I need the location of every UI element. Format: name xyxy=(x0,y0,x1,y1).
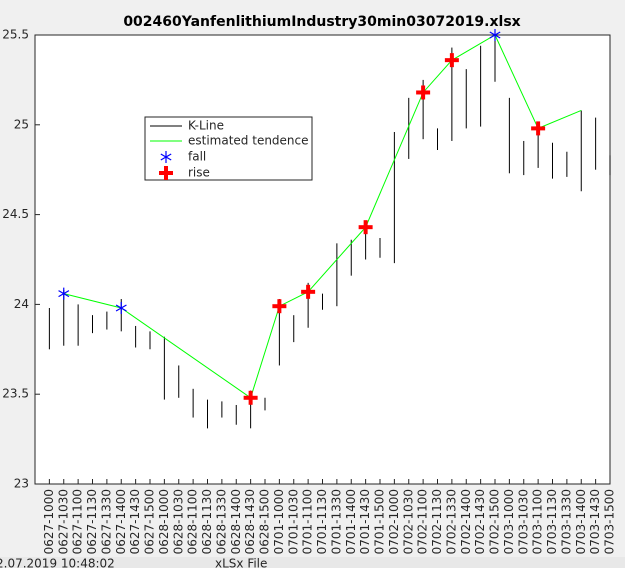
plus-marker xyxy=(416,85,431,100)
x-tick-label: 0628-1100 xyxy=(186,489,200,554)
x-tick-label: 0702-1000 xyxy=(387,489,401,554)
x-tick-label: 0702-1500 xyxy=(488,489,502,554)
plus-marker xyxy=(444,53,459,68)
asterisk-arm xyxy=(160,153,172,161)
x-tick-label: 0701-1130 xyxy=(315,489,329,554)
legend-label: rise xyxy=(188,166,210,180)
plus-marker xyxy=(358,220,373,235)
asterisk-arm xyxy=(489,31,501,39)
x-tick-label: 0701-1030 xyxy=(286,489,300,554)
x-tick-label: 0703-1400 xyxy=(574,489,588,554)
x-tick-label: 0703-1100 xyxy=(531,489,545,554)
x-tick-label: 0702-1130 xyxy=(430,489,444,554)
x-tick-label: 0701-1430 xyxy=(358,489,372,554)
axes-box xyxy=(34,34,611,485)
asterisk-marker xyxy=(489,29,501,41)
y-tick-label: 23.5 xyxy=(2,387,29,401)
legend-label: estimated tendence xyxy=(188,134,309,148)
x-tick-label: 0703-1130 xyxy=(545,489,559,554)
x-tick-label: 0627-1000 xyxy=(42,489,56,554)
x-tick-label: 0628-1130 xyxy=(200,489,214,554)
x-tick-label: 0703-1000 xyxy=(502,489,516,554)
x-tick-label: 0702-1330 xyxy=(444,489,458,554)
asterisk-marker xyxy=(160,151,172,163)
x-tick-label: 0628-1330 xyxy=(214,489,228,554)
x-tick-label: 0701-1100 xyxy=(301,489,315,554)
asterisk-marker xyxy=(115,301,127,314)
x-tick-label: 0627-1130 xyxy=(85,489,99,554)
plus-marker xyxy=(531,121,546,136)
x-tick-label: 0627-1330 xyxy=(99,489,113,554)
x-tick-label: 0627-1430 xyxy=(128,489,142,554)
x-tick-label: 0703-1430 xyxy=(588,489,602,554)
plus-marker xyxy=(272,299,287,314)
x-tick-label: 0701-1500 xyxy=(373,489,387,554)
x-tick-label: 0627-1030 xyxy=(56,489,70,554)
asterisk-arm xyxy=(115,304,127,312)
x-tick-label: 0701-1000 xyxy=(272,489,286,554)
legend-label: fall xyxy=(188,150,206,164)
plus-marker xyxy=(159,166,173,180)
asterisk-arm xyxy=(58,290,70,298)
x-tick-label: 0627-1100 xyxy=(71,489,85,554)
x-tick-label: 0703-1500 xyxy=(603,489,617,554)
legend-box xyxy=(144,116,313,181)
x-tick-label: 0627-1400 xyxy=(114,489,128,554)
y-tick-label: 24.5 xyxy=(2,207,29,221)
plus-marker xyxy=(301,284,316,299)
asterisk-marker xyxy=(58,287,70,300)
x-tick-label: 0702-1400 xyxy=(459,489,473,554)
x-tick-label: 0703-1030 xyxy=(516,489,530,554)
y-tick-label: 25.5 xyxy=(2,28,29,42)
x-tick-label: 0628-1500 xyxy=(258,489,272,554)
status-bar xyxy=(0,557,625,568)
chart-title: 002460YanfenlithiumIndustry30min03072019… xyxy=(123,14,520,30)
x-tick-label: 0702-1030 xyxy=(401,489,415,554)
legend-label: K-Line xyxy=(188,119,224,133)
x-tick-label: 0701-1330 xyxy=(329,489,343,554)
x-tick-label: 0701-1400 xyxy=(344,489,358,554)
x-tick-label: 0627-1500 xyxy=(143,489,157,554)
x-tick-label: 0628-1430 xyxy=(243,489,257,554)
x-tick-label: 0628-1030 xyxy=(171,489,185,554)
y-tick-label: 25 xyxy=(14,117,29,131)
y-tick-label: 24 xyxy=(14,297,29,311)
plus-marker xyxy=(243,390,258,405)
y-tick-label: 23 xyxy=(14,477,29,491)
x-tick-label: 0628-1000 xyxy=(157,489,171,554)
x-tick-label: 0703-1330 xyxy=(559,489,573,554)
x-tick-label: 0628-1400 xyxy=(229,489,243,554)
x-tick-label: 0702-1100 xyxy=(416,489,430,554)
status-time: 2.07.2019 10:48:02 xyxy=(0,557,115,568)
status-type: xLSx File xyxy=(215,557,267,568)
x-tick-label: 0702-1430 xyxy=(473,489,487,554)
